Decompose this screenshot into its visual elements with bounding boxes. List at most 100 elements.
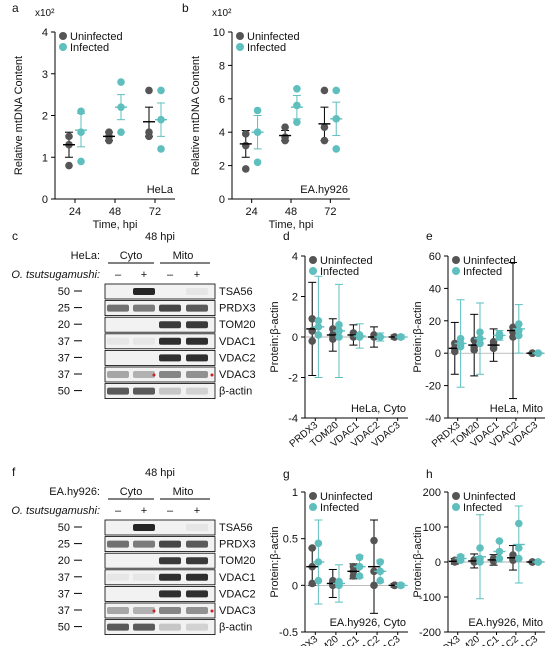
legend-label-uninfected: Uninfected xyxy=(320,491,373,503)
protein-band xyxy=(186,524,208,531)
legend-label-uninfected: Uninfected xyxy=(463,491,516,503)
legend-label-infected: Infected xyxy=(463,266,502,278)
data-point-uninfected xyxy=(145,86,153,95)
legend-marker-uninfected xyxy=(309,492,317,500)
data-point-infected xyxy=(476,328,484,336)
protein-band xyxy=(186,371,208,378)
protein-band xyxy=(159,371,181,378)
protein-band xyxy=(159,557,181,565)
y-axis-label: Protein:β-actin xyxy=(269,526,281,597)
chart-panel-a: a 0 1 2 3 4 24 48 72 Time, hpi Relative mtDNA Cont… xyxy=(12,1,175,231)
band-label: TSA56 xyxy=(219,522,253,534)
cell-line-label: HeLa xyxy=(147,184,174,196)
data-point-infected xyxy=(355,572,364,580)
y-tick-label: 0 xyxy=(219,194,225,206)
data-point-infected xyxy=(77,157,85,166)
data-point-uninfected xyxy=(320,123,329,131)
protein-band xyxy=(159,607,181,614)
panel-letter-h: h xyxy=(426,467,433,481)
data-point-infected xyxy=(376,576,384,585)
lane-sign: + xyxy=(194,505,200,517)
mw-marker: 25 xyxy=(58,303,70,315)
y-tick-label: 100 xyxy=(423,522,441,534)
band-label: VDAC1 xyxy=(219,572,256,584)
x-tick-label: 48 xyxy=(285,206,297,218)
y-tick-label: 0 xyxy=(292,580,298,592)
data-point-infected xyxy=(293,84,301,93)
y-axis-label: Protein:β-actin xyxy=(412,301,424,372)
data-point-infected xyxy=(515,544,523,552)
hpi-label: 48 hpi xyxy=(145,467,175,479)
cell-line-label: HeLa, Mito xyxy=(490,403,543,415)
panel-letter-c: c xyxy=(12,229,18,243)
legend-label-infected: Infected xyxy=(320,266,359,278)
lane-sign: – xyxy=(115,269,122,281)
nonspecific-band-marker xyxy=(152,373,156,377)
protein-band xyxy=(107,573,129,581)
legend-label-infected: Infected xyxy=(463,502,502,514)
protein-band xyxy=(133,540,155,548)
x-axis-label: Time, hpi xyxy=(93,219,138,231)
chart-panel-e: e-40-200204060PRDX3TOM20VDAC1VDAC2VDAC3P… xyxy=(412,229,545,450)
mw-marker: 37 xyxy=(58,369,70,381)
legend-marker-infected xyxy=(309,503,317,511)
band-label: β-actin xyxy=(219,622,252,634)
legend-marker-infected xyxy=(309,267,317,275)
band-label: β-actin xyxy=(219,386,252,398)
blot-panel-c: c 48 hpi HeLa: Cyto Mito O. tsutsugamushi: – + –… xyxy=(11,229,256,400)
protein-band xyxy=(159,540,181,548)
y-axis-label: Protein:β-actin xyxy=(269,301,281,372)
data-point-uninfected xyxy=(308,579,317,588)
panel-letter-d: d xyxy=(283,229,290,243)
data-point-infected xyxy=(495,554,504,563)
y-tick-label: 4 xyxy=(42,27,48,39)
lane-sign: + xyxy=(141,269,147,281)
legend-marker-infected xyxy=(452,267,460,275)
y-tick-label: 0 xyxy=(435,348,441,360)
x-tick-label: 72 xyxy=(324,206,336,218)
protein-band xyxy=(107,304,129,312)
data-point-infected xyxy=(314,317,323,325)
protein-band xyxy=(186,321,208,329)
legend-label-infected: Infected xyxy=(70,42,109,54)
lane-sign: – xyxy=(115,505,122,517)
data-point-infected xyxy=(314,331,323,339)
data-point-infected xyxy=(515,320,523,328)
legend-label-infected: Infected xyxy=(320,502,359,514)
y-tick-label: 8 xyxy=(219,60,225,72)
band-label: VDAC1 xyxy=(219,336,256,348)
axis-multiplier: x10² xyxy=(35,8,55,19)
y-tick-label: 0 xyxy=(42,194,48,206)
mw-marker: 20 xyxy=(58,555,70,567)
band-label: VDAC3 xyxy=(219,369,256,381)
protein-band xyxy=(159,573,181,581)
data-point-infected xyxy=(335,321,343,329)
legend-marker-uninfected xyxy=(309,256,317,264)
protein-band xyxy=(133,573,155,581)
data-point-infected xyxy=(77,107,85,116)
x-tick-label: 24 xyxy=(246,206,258,218)
protein-band xyxy=(133,623,155,631)
blot-strip xyxy=(104,383,216,400)
y-axis-label: Relative mtDNA Content xyxy=(190,56,202,175)
protein-band xyxy=(133,387,155,395)
protein-band xyxy=(107,623,129,631)
legend-marker-infected xyxy=(236,43,244,51)
y-tick-label: 3 xyxy=(42,69,48,81)
legend-label-uninfected: Uninfected xyxy=(247,31,300,43)
data-point-uninfected xyxy=(370,581,378,590)
data-point-uninfected xyxy=(281,133,289,142)
data-point-infected xyxy=(355,331,364,339)
y-tick-label: 6 xyxy=(219,94,225,106)
lane-sign: + xyxy=(141,505,147,517)
data-point-uninfected xyxy=(145,128,153,136)
data-point-infected xyxy=(117,78,125,86)
data-point-uninfected xyxy=(241,165,250,173)
panel-letter-f: f xyxy=(12,465,16,479)
y-tick-label: 2 xyxy=(292,292,298,304)
band-label: TOM20 xyxy=(219,555,255,567)
cell-line-label: HeLa: xyxy=(71,250,100,262)
panel-letter-b: b xyxy=(182,1,189,15)
